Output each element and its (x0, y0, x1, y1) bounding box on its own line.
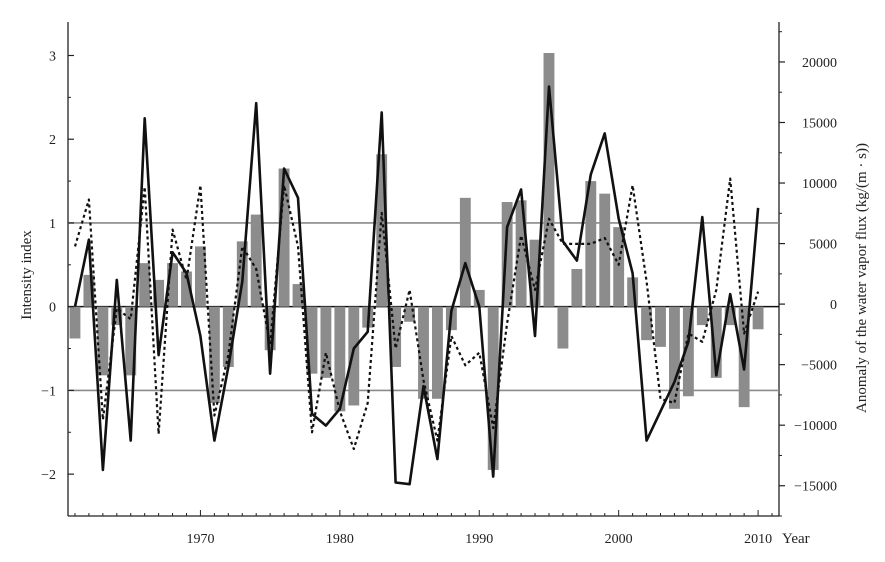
x-tick-label: 1980 (326, 532, 354, 547)
solid-line-series (73, 85, 760, 486)
left-tick-label: 0 (49, 301, 56, 316)
right-tick-label: 5000 (809, 238, 837, 253)
left-tick-label: −2 (41, 468, 56, 483)
bar (724, 306, 736, 326)
bar (264, 306, 276, 351)
bar (222, 306, 234, 367)
bar (390, 306, 402, 367)
x-axis-label: Year (782, 531, 810, 547)
bar (599, 193, 611, 307)
right-tick-label: −15000 (794, 480, 837, 495)
bar (529, 239, 541, 307)
bar (278, 168, 290, 307)
left-tick-label: 3 (49, 49, 56, 64)
x-tick-label: 2000 (605, 532, 633, 547)
x-tick-label: 1970 (186, 532, 214, 547)
bar (752, 306, 764, 330)
bar (167, 263, 178, 307)
bar (376, 154, 388, 307)
bar (432, 306, 443, 399)
right-tick-label: 15000 (802, 116, 837, 131)
bar (641, 306, 652, 341)
right-tick-label: −5000 (801, 359, 837, 374)
bar (181, 271, 192, 307)
left-tick-label: 2 (49, 133, 56, 148)
bar (250, 214, 262, 307)
bar (655, 306, 666, 347)
right-axis-label: Anomaly of the water vapor flux (kg/(m ·… (854, 143, 870, 413)
x-tick-label: 2010 (744, 532, 772, 547)
bar (682, 306, 694, 397)
bar (627, 277, 639, 307)
left-tick-label: −1 (41, 384, 56, 399)
solid-line (73, 85, 760, 486)
right-tick-label: 10000 (802, 177, 837, 192)
right-axis-ticks: −15000 −10000 −5000 0 5000 10000 15000 20000 (779, 31, 837, 517)
bar (334, 306, 346, 412)
right-tick-label: 20000 (802, 56, 837, 71)
right-tick-label: −10000 (794, 419, 837, 434)
x-tick-label: 1990 (465, 532, 493, 547)
bar (571, 269, 583, 307)
left-axis-ticks: −2 −1 0 1 2 3 (41, 49, 74, 517)
left-tick-label: 1 (49, 217, 56, 232)
bar (320, 306, 332, 378)
bar (306, 306, 318, 374)
bar (153, 279, 165, 307)
bar (459, 197, 471, 307)
bar (404, 306, 415, 322)
right-tick-label: 0 (830, 298, 837, 313)
bar (418, 306, 429, 399)
bar (139, 263, 151, 307)
bar (97, 306, 109, 376)
bar (669, 306, 680, 409)
bar (473, 289, 485, 307)
bar (501, 202, 513, 307)
bar (125, 306, 137, 376)
bar (83, 274, 95, 307)
bar (208, 306, 220, 403)
x-axis-ticks: 1970 1980 1990 2000 2010 (74, 510, 773, 547)
bar (585, 181, 597, 307)
left-axis-label: Intensity index (19, 230, 35, 320)
bar (195, 246, 206, 307)
bar (292, 284, 304, 307)
bar (69, 306, 81, 339)
bar (515, 200, 527, 307)
bar (543, 52, 555, 307)
bar (348, 306, 360, 406)
bar (696, 306, 708, 326)
bar (557, 306, 569, 349)
bar (487, 306, 499, 470)
dotted-line (73, 177, 760, 451)
dotted-line-series (73, 177, 760, 451)
bar-series (69, 52, 764, 470)
bar (613, 227, 625, 307)
bar (710, 306, 722, 378)
